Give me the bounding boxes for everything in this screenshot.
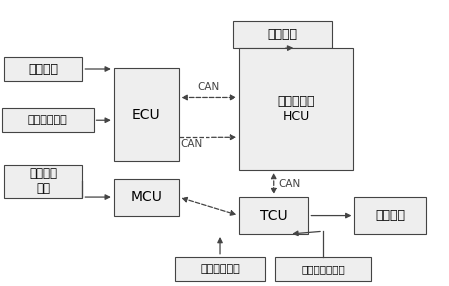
Text: 执行机构: 执行机构 — [375, 209, 405, 222]
Text: 踏板信号: 踏板信号 — [268, 28, 298, 41]
Text: CAN: CAN — [278, 178, 300, 188]
Bar — [275, 257, 371, 281]
Bar — [114, 178, 179, 216]
Bar — [175, 257, 265, 281]
Text: 电机转速
信号: 电机转速 信号 — [29, 167, 57, 195]
Bar — [233, 21, 332, 48]
Bar — [114, 67, 179, 162]
Text: ECU: ECU — [132, 108, 160, 122]
Text: TCU: TCU — [260, 208, 287, 223]
Text: CAN: CAN — [181, 139, 203, 149]
Text: 整车控制器
HCU: 整车控制器 HCU — [277, 95, 315, 123]
Bar — [239, 48, 353, 170]
Text: MCU: MCU — [130, 190, 162, 204]
Bar — [239, 197, 308, 234]
Text: 当前档位信号: 当前档位信号 — [200, 264, 240, 274]
Bar — [2, 108, 93, 132]
Text: 车速信号: 车速信号 — [28, 63, 58, 76]
Text: CAN: CAN — [198, 82, 220, 92]
Bar — [354, 197, 426, 234]
Bar — [4, 165, 82, 198]
Bar — [4, 57, 82, 81]
Text: 离合器位置信号: 离合器位置信号 — [301, 264, 345, 274]
Text: 油门开度信号: 油门开度信号 — [28, 115, 67, 125]
